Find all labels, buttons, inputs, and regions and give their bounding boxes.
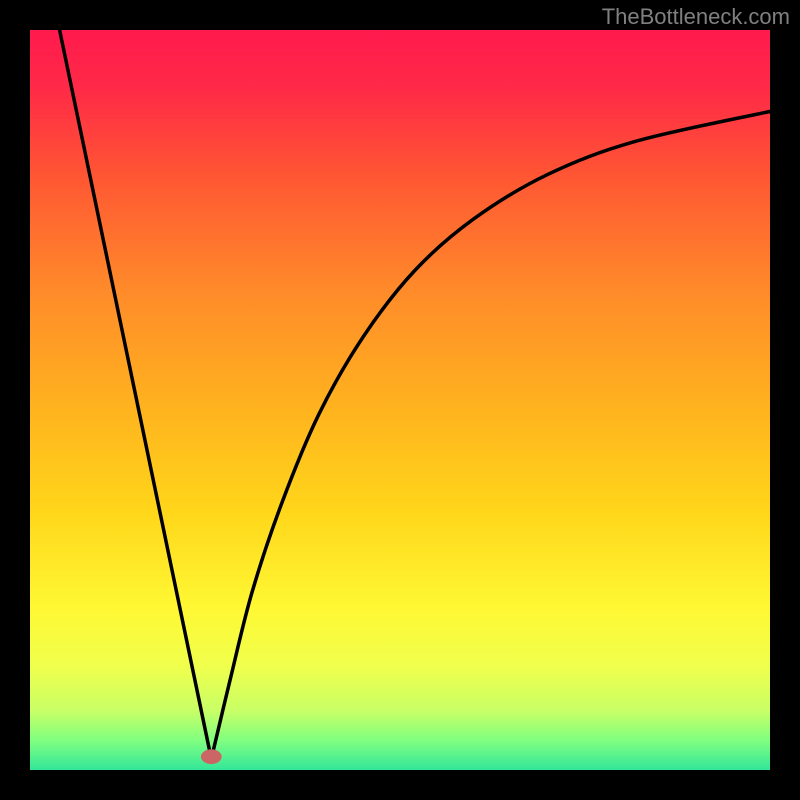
plot-area <box>30 30 770 770</box>
bottleneck-curve <box>30 30 770 770</box>
watermark-text: TheBottleneck.com <box>602 4 790 30</box>
vertex-marker <box>201 749 222 764</box>
